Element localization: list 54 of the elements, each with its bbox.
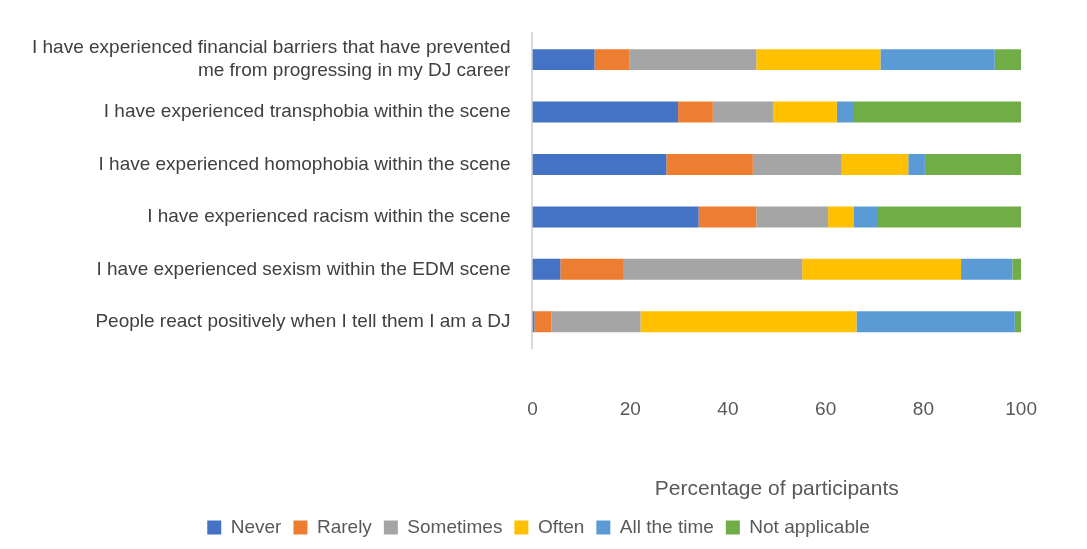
bar — [924, 154, 1022, 175]
bar — [880, 49, 995, 71]
x-tick-label: 0 — [527, 397, 538, 419]
bar — [836, 101, 855, 123]
bar — [1012, 258, 1022, 280]
x-tick-label: 100 — [1005, 397, 1037, 419]
x-tick-label: 20 — [619, 397, 641, 419]
legend-label: All the time — [619, 515, 714, 537]
bar — [752, 154, 842, 175]
bar — [666, 154, 753, 175]
bar — [854, 206, 877, 228]
bar — [828, 206, 855, 228]
bar — [841, 154, 909, 175]
legend-label: Not applicable — [749, 515, 870, 537]
y-tick-label: I have experienced transphobia within the scene — [103, 100, 511, 122]
bar — [802, 258, 962, 280]
bar — [640, 311, 857, 333]
bar — [532, 154, 667, 175]
bar — [678, 101, 713, 123]
y-tick-label: I have experienced sexism within the EDM scene — [96, 257, 511, 279]
bar — [594, 49, 630, 71]
y-tick-label: I have experienced homophobia within the scene — [98, 152, 511, 174]
bar — [756, 206, 829, 228]
y-tick-label: People react positively when I tell them I am a DJ — [95, 310, 511, 332]
x-tick-label: 80 — [912, 397, 934, 419]
bar — [534, 311, 552, 333]
bar — [712, 101, 774, 123]
bar — [629, 49, 757, 71]
bar — [856, 311, 1015, 333]
bar — [532, 206, 699, 228]
bar — [961, 258, 1013, 280]
bar — [532, 49, 595, 71]
legend-label: Sometimes — [407, 515, 503, 537]
bar — [560, 258, 624, 280]
legend-label: Never — [230, 515, 283, 537]
bar — [623, 258, 803, 280]
x-tick-label: 40 — [717, 397, 739, 419]
bar — [994, 49, 1022, 71]
x-tick-label: 60 — [815, 397, 837, 419]
bar — [698, 206, 757, 228]
bar — [532, 101, 679, 123]
bar — [876, 206, 1022, 228]
bar — [854, 101, 1022, 123]
x-axis-title: Percentage of participants — [654, 476, 899, 500]
y-tick-label: I have experienced financial barriers that have prevented me from progressing in my DJ career — [31, 36, 512, 81]
bar — [773, 101, 837, 123]
bar — [908, 154, 925, 175]
legend-label: Often — [537, 515, 585, 537]
bar — [551, 311, 641, 333]
bar — [532, 258, 561, 280]
bar — [1014, 311, 1022, 333]
bar — [756, 49, 881, 71]
legend-label: Rarely — [316, 515, 373, 537]
y-tick-label: I have experienced racism within the scene — [147, 205, 511, 227]
